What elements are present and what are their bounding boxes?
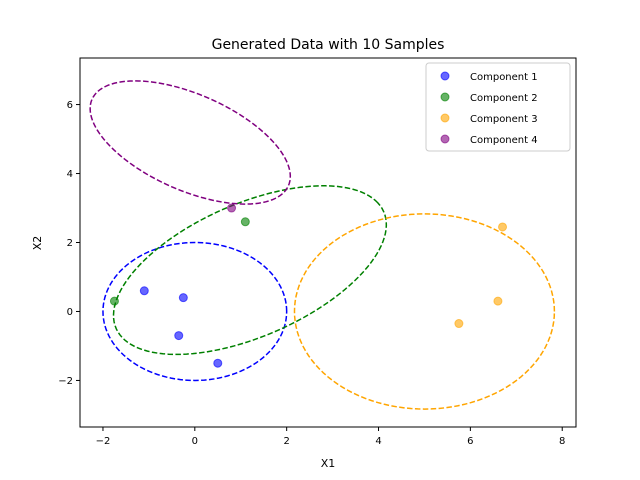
point-component-4-1 <box>227 203 237 213</box>
point-component-2-2 <box>240 217 250 227</box>
legend-label-component-2: Component 2 <box>470 93 538 104</box>
x-tick-label: 2 <box>283 436 289 447</box>
y-axis-label: X2 <box>31 236 44 251</box>
legend-label-component-3: Component 3 <box>470 114 538 125</box>
x-tick-label: −2 <box>96 436 111 447</box>
chart-title: Generated Data with 10 Samples <box>212 37 445 53</box>
y-tick-label: −2 <box>58 376 73 387</box>
x-ticks: −2 0 2 4 6 8 <box>96 427 565 447</box>
y-tick-label: 6 <box>67 100 73 111</box>
ellipse-component-3 <box>293 213 556 410</box>
points <box>109 203 508 368</box>
x-axis-label: X1 <box>321 457 336 470</box>
ellipses <box>89 80 556 410</box>
point-component-3-2 <box>493 296 503 306</box>
ellipse-component-1 <box>102 241 288 382</box>
x-tick-label: 8 <box>559 436 565 447</box>
legend-marker-component-4 <box>440 134 450 144</box>
point-component-3-1 <box>454 319 464 329</box>
legend-marker-component-2 <box>440 92 450 102</box>
point-component-1-3 <box>174 331 184 341</box>
legend-label-component-4: Component 4 <box>470 135 538 146</box>
legend-marker-component-1 <box>440 71 450 81</box>
y-tick-label: 0 <box>67 307 73 318</box>
y-tick-label: 2 <box>67 238 73 249</box>
x-tick-label: 6 <box>467 436 473 447</box>
legend-label-component-1: Component 1 <box>470 72 538 83</box>
legend-box <box>425 62 571 152</box>
point-component-1-4 <box>213 358 223 368</box>
ellipse-component-2 <box>112 185 388 356</box>
point-component-1-2 <box>178 293 188 303</box>
y-tick-label: 4 <box>67 169 73 180</box>
legend-marker-component-3 <box>440 113 450 123</box>
ellipse-component-4 <box>89 80 292 205</box>
point-component-2-1 <box>109 296 119 306</box>
x-tick-label: 4 <box>375 436 381 447</box>
legend: Component 1 Component 2 Component 3 Compone… <box>425 62 571 152</box>
point-component-1-1 <box>139 286 149 296</box>
x-tick-label: 0 <box>192 436 198 447</box>
y-ticks: −2 0 2 4 6 <box>58 100 80 387</box>
point-component-3-3 <box>498 222 508 232</box>
